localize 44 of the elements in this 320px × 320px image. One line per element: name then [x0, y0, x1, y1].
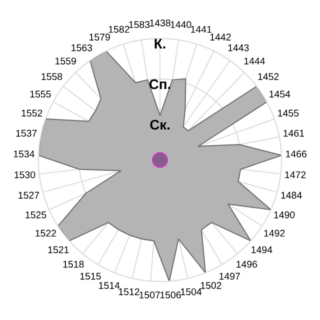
spoke-label: 1490	[274, 211, 295, 218]
spoke-label: 1583	[129, 21, 150, 28]
spoke-label: 1444	[244, 58, 265, 64]
spoke-label: 1563	[72, 44, 92, 52]
spoke-label: 1496	[236, 260, 258, 268]
spoke-label: 1522	[36, 230, 56, 237]
spoke-label: 1442	[210, 34, 231, 40]
spoke-label: 1525	[26, 211, 46, 218]
y-tick-label: Ск.	[150, 120, 170, 130]
spoke-label: 1504	[180, 288, 202, 296]
spoke-label: 1507	[140, 292, 160, 298]
spoke-label: 1555	[30, 90, 51, 98]
spoke-label: 1443	[228, 44, 249, 52]
spoke-label: 1461	[284, 130, 304, 137]
spoke-label: 1438	[150, 20, 170, 26]
spoke-label: 1494	[252, 246, 272, 254]
spoke-label: 1521	[48, 246, 69, 254]
spoke-label: 1559	[55, 58, 76, 64]
spoke-label: 1441	[191, 26, 212, 33]
spoke-label: 1472	[285, 171, 306, 178]
spoke-label: 1518	[63, 260, 84, 268]
spoke-label: 1492	[264, 230, 285, 237]
spoke-label: 1558	[42, 73, 62, 80]
spoke-label: 1537	[16, 130, 37, 137]
spoke-label: 1506	[160, 292, 181, 298]
spoke-label: 1552	[22, 110, 42, 117]
spoke-label: 1454	[270, 90, 290, 98]
y-tick-label: К.	[154, 38, 166, 48]
spoke-label: 1512	[118, 288, 140, 296]
spoke-label: 1497	[220, 272, 240, 280]
spoke-label: 1582	[108, 26, 130, 33]
spoke-label: 1579	[90, 34, 110, 41]
spoke-label: 1534	[14, 150, 34, 158]
spoke-label: 1440	[170, 21, 192, 28]
spoke-label: 1466	[286, 150, 306, 158]
spoke-label: 1514	[99, 282, 120, 289]
spoke-label: 1484	[281, 192, 302, 199]
spoke-label: 1455	[278, 110, 299, 117]
spoke-label: 1502	[200, 282, 222, 289]
spoke-label: 1515	[80, 272, 101, 280]
y-tick-label: Сп.	[149, 79, 170, 90]
spoke-label: 1452	[258, 73, 279, 80]
spoke-label: 1530	[14, 171, 36, 178]
spoke-label: 1527	[18, 192, 40, 199]
